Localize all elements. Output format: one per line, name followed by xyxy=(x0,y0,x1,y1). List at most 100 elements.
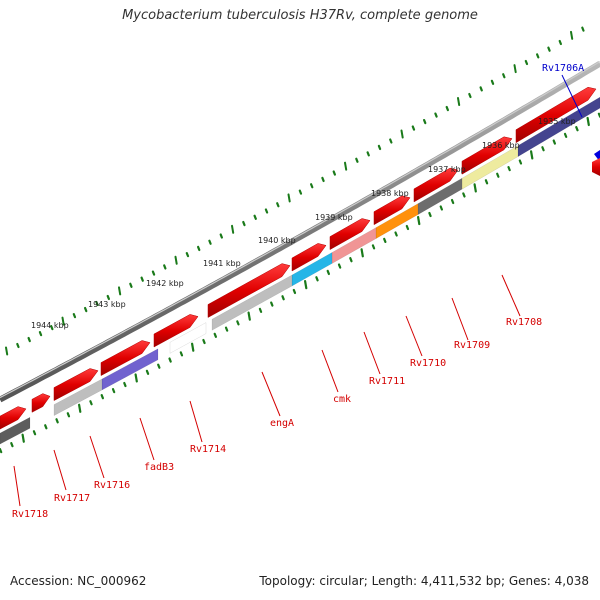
kbp-label: 1936 kbp xyxy=(482,141,520,150)
scale-tick xyxy=(213,332,217,338)
scale-tick xyxy=(61,316,65,326)
scale-tick xyxy=(524,59,529,66)
scale-tick xyxy=(575,126,579,132)
scale-tick xyxy=(383,237,387,244)
kbp-label: 1938 kbp xyxy=(371,189,409,198)
scale-tick xyxy=(134,373,138,383)
scale-tick xyxy=(44,424,48,430)
scale-tick xyxy=(38,330,43,337)
scale-tick xyxy=(349,257,353,263)
scale-tick xyxy=(10,442,14,448)
kbp-scale-labels: 1935 kbp 1936 kbp 1937 kbp 1938 kbp 1939 kbp… xyxy=(31,117,576,330)
gene-leader-line xyxy=(53,449,67,491)
scale-tick xyxy=(27,336,31,343)
scale-tick xyxy=(529,150,534,160)
scale-tick xyxy=(496,172,500,178)
scale-tick xyxy=(450,198,455,205)
scale-tick xyxy=(570,30,574,40)
genome-backbone xyxy=(0,61,600,403)
reverse-gene-enga xyxy=(211,274,293,331)
scale-tick xyxy=(344,161,348,171)
scale-tick xyxy=(411,125,416,131)
scale-tick xyxy=(394,231,398,237)
scale-tick xyxy=(140,276,144,282)
scale-tick xyxy=(360,248,364,258)
gene-label: Rv1709 xyxy=(454,340,490,351)
scale-tick xyxy=(310,183,314,189)
forward-gene-u12 xyxy=(515,86,597,144)
scale-tick xyxy=(457,97,461,107)
scale-tick xyxy=(462,192,466,198)
scale-tick xyxy=(541,146,545,152)
scale-tick xyxy=(258,307,263,313)
forward-gene-u5 xyxy=(153,314,199,348)
scale-tick xyxy=(253,214,257,220)
forward-gene-u4 xyxy=(100,340,151,377)
scale-tick xyxy=(281,295,285,301)
scale-tick xyxy=(337,263,342,269)
gene-label: Rv1717 xyxy=(54,493,90,504)
gene-leader-line xyxy=(89,435,105,479)
forward-gene-u8 xyxy=(329,218,371,251)
forward-gene-u11 xyxy=(461,136,513,175)
scale-tick xyxy=(236,320,240,326)
scale-tick xyxy=(157,363,161,369)
scale-tick xyxy=(106,294,111,301)
scale-tick xyxy=(563,132,568,138)
map-title: Mycobacterium tuberculosis H37Rv, comple… xyxy=(122,8,478,23)
gene-label: Rv1710 xyxy=(410,358,446,369)
scale-tick xyxy=(264,208,269,214)
gene-label: Rv1716 xyxy=(94,480,130,491)
scale-tick xyxy=(32,430,37,436)
scale-tick xyxy=(332,170,336,176)
scale-tick xyxy=(445,105,449,112)
scale-tick xyxy=(66,412,71,418)
gene-label: Rv1711 xyxy=(369,376,405,387)
gene-label: fadB3 xyxy=(144,462,174,473)
kbp-label: 1937 kbp xyxy=(428,165,466,174)
gene-label: Rv1706A xyxy=(542,63,584,74)
scale-tick xyxy=(558,39,563,46)
kbp-label: 1939 kbp xyxy=(315,213,353,222)
backbone-line xyxy=(0,61,600,403)
scale-tick xyxy=(405,224,410,231)
reverse-gene-rv1714 xyxy=(169,322,207,354)
scale-tick xyxy=(21,433,25,443)
scale-tick xyxy=(292,288,297,295)
gene-leader-line xyxy=(501,274,521,317)
scale-tick xyxy=(377,144,382,151)
scale-tick xyxy=(179,351,184,357)
gene-label: Rv1708 xyxy=(506,317,542,328)
scale-tick xyxy=(208,239,212,245)
scale-tick xyxy=(202,338,206,345)
forward-gene-u2 xyxy=(31,393,51,413)
scale-tick xyxy=(197,245,201,252)
gene-leader-line xyxy=(405,315,423,357)
backbone-highlight xyxy=(0,61,600,399)
scale-tick xyxy=(118,286,122,296)
scale-tick xyxy=(111,388,116,394)
scale-tick xyxy=(287,193,291,203)
scale-tick xyxy=(417,215,421,226)
gene-leader-line xyxy=(363,331,381,375)
scale-tick xyxy=(484,179,489,185)
scale-tick xyxy=(174,255,178,265)
scale-tick xyxy=(434,112,438,118)
scale-tick xyxy=(552,139,557,145)
inner-scale-ticks xyxy=(0,112,600,454)
gene-leader-line xyxy=(451,297,469,341)
reverse-gene-rv1716 xyxy=(53,378,103,417)
scale-tick xyxy=(276,202,280,208)
forward-strand-genes xyxy=(0,86,600,430)
kbp-label: 1944 kbp xyxy=(31,321,69,330)
scale-tick xyxy=(129,282,133,288)
scale-tick xyxy=(439,205,443,211)
scale-tick xyxy=(77,403,82,413)
scale-tick xyxy=(428,211,432,218)
scale-tick xyxy=(326,269,330,276)
scale-tick xyxy=(366,151,370,157)
scale-tick xyxy=(231,224,235,234)
gene-leader-line xyxy=(321,349,339,393)
scale-tick xyxy=(185,252,190,258)
